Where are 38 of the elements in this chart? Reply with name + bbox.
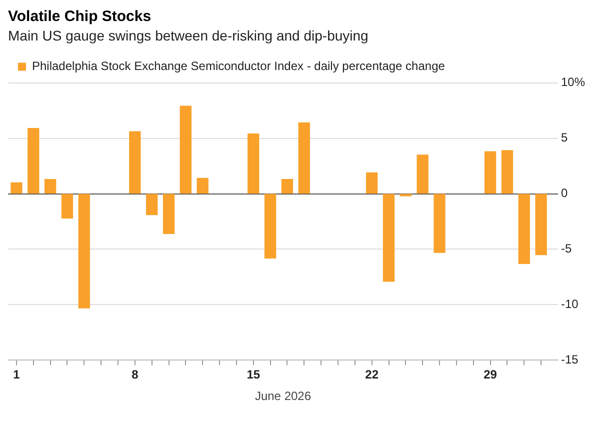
bar <box>248 134 260 194</box>
bar <box>264 194 276 258</box>
y-tick-label: -5 <box>560 242 572 256</box>
x-tick-label: 1 <box>13 368 20 382</box>
bar <box>28 128 40 194</box>
y-tick-label: 0 <box>560 186 568 200</box>
y-tick-label: -15 <box>560 352 579 367</box>
bar <box>518 194 530 264</box>
bar <box>535 194 547 256</box>
bar <box>484 151 496 194</box>
chart-title: Volatile Chip Stocks <box>8 8 152 26</box>
x-tick-label: 29 <box>484 368 498 382</box>
legend-label: Philadelphia Stock Exchange Semiconductor Index - daily percentage change <box>32 59 446 74</box>
x-tick-label: 8 <box>132 368 139 382</box>
bar <box>44 179 56 194</box>
bar <box>366 172 378 194</box>
bar <box>382 194 395 282</box>
x-axis-title: June 2026 <box>254 389 312 404</box>
bar <box>400 194 412 196</box>
chart-subtitle: Main US gauge swings between de-risking and dip-buying <box>8 27 368 44</box>
bar <box>501 150 514 194</box>
bar <box>434 194 446 253</box>
bar <box>281 179 294 194</box>
y-tick-label: 5 <box>560 130 568 145</box>
x-tick-label: 22 <box>365 368 379 382</box>
bar <box>10 182 22 194</box>
bar <box>162 194 175 234</box>
bar <box>146 194 158 216</box>
bar <box>298 122 310 194</box>
bar <box>196 178 208 194</box>
y-tick-label: -10 <box>560 297 579 312</box>
bar <box>61 194 74 218</box>
bar <box>129 131 141 194</box>
x-tick-label: 15 <box>246 368 260 382</box>
bar <box>78 194 90 308</box>
bar <box>180 106 192 194</box>
bar <box>416 154 428 194</box>
y-tick-label: 10% <box>560 75 586 90</box>
